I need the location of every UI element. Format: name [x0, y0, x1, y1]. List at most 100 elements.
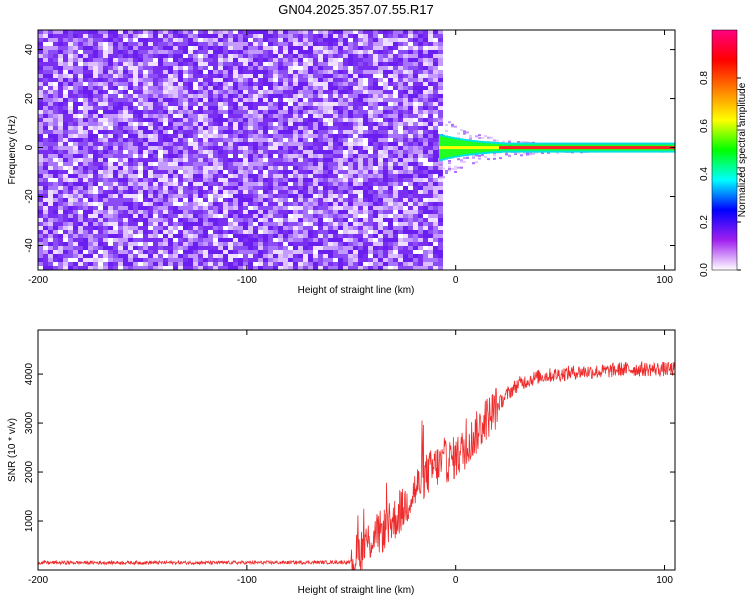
heatmap-cell	[218, 210, 223, 214]
heatmap-cell	[133, 166, 138, 170]
heatmap-cell	[93, 242, 98, 246]
heatmap-cell	[83, 34, 88, 38]
heatmap-cell	[88, 266, 93, 270]
heatmap-cell	[403, 266, 408, 270]
heatmap-cell	[293, 222, 298, 226]
heatmap-cell	[168, 110, 173, 114]
heatmap-cell	[123, 250, 128, 254]
heatmap-cell	[293, 70, 298, 74]
heatmap-cell	[383, 202, 388, 206]
heatmap-cell	[288, 30, 293, 34]
heatmap-cell	[343, 106, 348, 110]
heatmap-cell	[318, 150, 323, 154]
heatmap-cell	[93, 234, 98, 238]
heatmap-cell	[148, 158, 153, 162]
heatmap-cell	[193, 266, 198, 270]
heatmap-cell	[123, 182, 128, 186]
heatmap-cell	[238, 178, 243, 182]
heatmap-cell	[163, 50, 168, 54]
heatmap-cell	[148, 250, 153, 254]
heatmap-cell	[203, 234, 208, 238]
heatmap-cell	[123, 230, 128, 234]
heatmap-cell	[313, 218, 318, 222]
heatmap-cell	[418, 206, 423, 210]
heatmap-cell	[328, 230, 333, 234]
heatmap-cell	[68, 58, 73, 62]
heatmap-cell	[228, 118, 233, 122]
heatmap-cell	[323, 106, 328, 110]
heatmap-cell	[268, 154, 273, 158]
heatmap-cell	[288, 238, 293, 242]
heatmap-cell	[148, 202, 153, 206]
heatmap-cell	[138, 46, 143, 50]
heatmap-cell	[273, 158, 278, 162]
heatmap-cell	[123, 58, 128, 62]
heatmap-cell	[113, 30, 118, 34]
heatmap-cell	[78, 234, 83, 238]
heatmap-cell	[383, 174, 388, 178]
heatmap-cell	[238, 186, 243, 190]
heatmap-cell	[243, 158, 248, 162]
heatmap-cell	[308, 162, 313, 166]
heatmap-cell	[308, 146, 313, 150]
heatmap-cell	[323, 42, 328, 46]
heatmap-cell	[398, 66, 403, 70]
heatmap-cell	[113, 114, 118, 118]
heatmap-cell	[183, 210, 188, 214]
heatmap-cell	[283, 50, 288, 54]
heatmap-cell	[328, 214, 333, 218]
heatmap-cell	[323, 86, 328, 90]
heatmap-cell	[418, 170, 423, 174]
heatmap-cell	[53, 86, 58, 90]
heatmap-cell	[63, 162, 68, 166]
heatmap-cell	[358, 246, 363, 250]
heatmap-cell	[298, 38, 303, 42]
heatmap-cell	[363, 30, 368, 34]
heatmap-cell	[218, 50, 223, 54]
heatmap-cell	[383, 206, 388, 210]
heatmap-cell	[428, 66, 433, 70]
heatmap-cell	[53, 58, 58, 62]
heatmap-cell	[83, 194, 88, 198]
heatmap-cell	[438, 194, 443, 198]
heatmap-cell	[343, 74, 348, 78]
heatmap-cell	[408, 70, 413, 74]
heatmap-cell	[193, 246, 198, 250]
heatmap-cell	[88, 210, 93, 214]
heatmap-cell	[38, 58, 43, 62]
heatmap-cell	[263, 110, 268, 114]
heatmap-cell	[378, 30, 383, 34]
heatmap-cell	[303, 34, 308, 38]
heatmap-cell	[358, 62, 363, 66]
heatmap-cell	[428, 46, 433, 50]
heatmap-cell	[363, 174, 368, 178]
heatmap-cell	[88, 30, 93, 34]
heatmap-cell	[78, 214, 83, 218]
heatmap-cell	[438, 218, 443, 222]
heatmap-cell	[173, 118, 178, 122]
heatmap-cell	[263, 134, 268, 138]
heatmap-cell	[308, 126, 313, 130]
heatmap-cell	[133, 94, 138, 98]
heatmap-cell	[178, 70, 183, 74]
heatmap-cell	[318, 122, 323, 126]
heatmap-cell	[403, 254, 408, 258]
heatmap-cell	[38, 74, 43, 78]
heatmap-cell	[393, 198, 398, 202]
heatmap-cell	[193, 166, 198, 170]
heatmap-cell	[143, 218, 148, 222]
heatmap-cell	[78, 206, 83, 210]
heatmap-cell	[248, 170, 253, 174]
heatmap-cell	[198, 98, 203, 102]
heatmap-cell	[428, 54, 433, 58]
heatmap-cell	[313, 210, 318, 214]
heatmap-cell	[208, 238, 213, 242]
heatmap-cell	[193, 242, 198, 246]
heatmap-cell	[158, 254, 163, 258]
heatmap-cell	[168, 206, 173, 210]
heatmap-cell	[413, 190, 418, 194]
heatmap-cell	[263, 194, 268, 198]
heatmap-cell	[208, 54, 213, 58]
heatmap-cell	[203, 78, 208, 82]
heatmap-cell	[433, 58, 438, 62]
